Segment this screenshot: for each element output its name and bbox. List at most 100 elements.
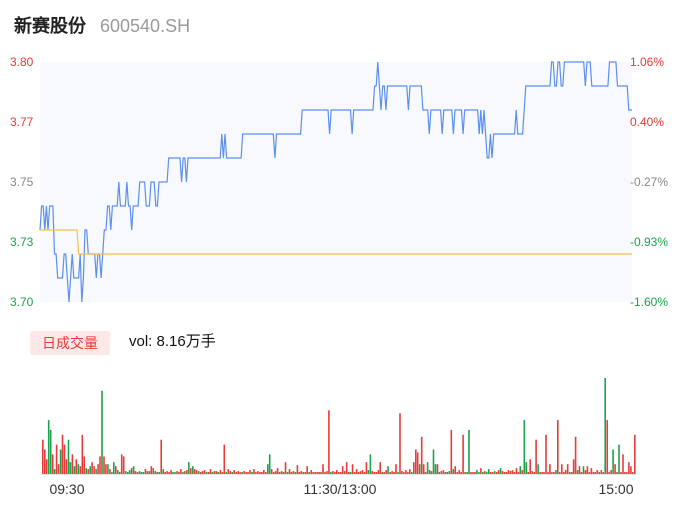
volume-bar <box>332 471 334 474</box>
volume-bar <box>458 470 460 474</box>
volume-bar <box>55 444 58 474</box>
volume-bar <box>105 464 107 474</box>
volume-bar <box>355 469 358 474</box>
volume-bar <box>592 472 595 474</box>
volume-bar <box>503 472 506 474</box>
y-right-tick-label: 1.06% <box>630 55 664 69</box>
volume-bar <box>361 470 364 474</box>
volume-bar <box>525 462 528 474</box>
volume-bar <box>501 471 504 474</box>
volume-bar <box>564 470 567 474</box>
volume-bar <box>391 471 393 474</box>
volume-bar <box>180 469 182 474</box>
volume-bar <box>476 470 478 474</box>
volume-bar <box>369 454 372 474</box>
volume-bar <box>308 472 310 474</box>
volume-bar <box>241 472 243 474</box>
volume-bar <box>462 434 464 474</box>
volume-bar <box>211 472 214 474</box>
volume-bar <box>197 471 200 474</box>
volume-bar <box>318 472 320 474</box>
volume-bar <box>614 464 616 474</box>
volume-bar <box>543 472 545 474</box>
volume-bar <box>192 466 194 474</box>
volume-bar <box>608 472 610 474</box>
volume-bar <box>247 472 249 474</box>
volume-bar <box>452 469 455 474</box>
volume-bar <box>353 472 356 474</box>
volume-bar <box>535 439 537 474</box>
volume-bar <box>142 472 145 474</box>
volume-bar <box>363 472 366 474</box>
volume-bar <box>399 413 401 474</box>
volume-bar <box>557 420 559 474</box>
volume-bar <box>284 462 287 474</box>
volume-bar <box>529 459 531 474</box>
volume-bar <box>616 472 618 474</box>
volume-bar <box>367 470 370 474</box>
y-left-tick-label: 3.80 <box>10 55 34 69</box>
volume-bar <box>61 434 64 474</box>
volume-bar <box>533 472 535 474</box>
volume-bar <box>422 464 425 474</box>
volume-bar <box>570 472 573 474</box>
volume-bar <box>405 470 407 474</box>
volume-bar <box>77 464 80 474</box>
volume-bar <box>128 470 131 474</box>
volume-bar <box>75 459 78 474</box>
volume-bar <box>334 472 336 474</box>
stock-name: 新赛股份 <box>14 16 86 36</box>
volume-text: vol: 8.16万手 <box>129 333 216 350</box>
volume-bar <box>340 472 342 474</box>
volume-bar <box>93 466 95 474</box>
volume-bar <box>596 470 599 474</box>
volume-bar <box>547 472 549 474</box>
volume-bar <box>51 454 54 474</box>
volume-bar <box>373 472 376 474</box>
volume-bar <box>111 472 113 474</box>
volume-bar <box>395 464 397 474</box>
volume-bar <box>300 471 303 474</box>
volume-tag: 日成交量 <box>30 331 110 355</box>
volume-bar <box>568 472 571 474</box>
volume-bar <box>454 466 456 474</box>
volume-bar <box>580 472 583 474</box>
volume-bar <box>383 472 385 474</box>
volume-bar <box>578 466 581 474</box>
volume-bar <box>563 472 565 474</box>
volume-bar <box>606 420 608 474</box>
volume-bar <box>245 472 247 474</box>
volume-bar <box>555 470 557 474</box>
volume-bar <box>424 472 427 474</box>
volume-bar <box>413 462 415 474</box>
volume-bar <box>345 462 348 474</box>
volume-bar <box>634 434 636 474</box>
volume-bar <box>409 469 411 474</box>
volume-bar <box>488 469 490 474</box>
volume-bar <box>199 472 202 474</box>
volume-bar <box>227 469 230 474</box>
volume-bar <box>156 472 159 474</box>
volume-bar <box>572 459 575 474</box>
volume-bar <box>302 472 305 474</box>
volume-bar <box>539 472 541 474</box>
x-tick-label: 15:00 <box>598 481 633 497</box>
volume-bar <box>138 471 141 474</box>
volume-bar <box>630 466 632 474</box>
volume-bar <box>480 468 482 474</box>
volume-bar <box>418 464 421 474</box>
volume-bar <box>531 471 533 474</box>
volume-bar <box>219 470 222 474</box>
volume-bar <box>122 456 125 474</box>
volume-bar <box>119 472 121 474</box>
volume-bar <box>491 472 494 474</box>
volume-bar <box>541 472 543 474</box>
volume-bar <box>306 466 308 474</box>
volume-bar <box>486 472 488 474</box>
y-left-tick-label: 3.73 <box>10 235 34 249</box>
volume-bar <box>193 469 196 474</box>
volume-bar <box>280 471 283 474</box>
volume-bar <box>460 472 462 474</box>
volume-bar <box>69 462 72 474</box>
volume-bar <box>257 471 259 474</box>
